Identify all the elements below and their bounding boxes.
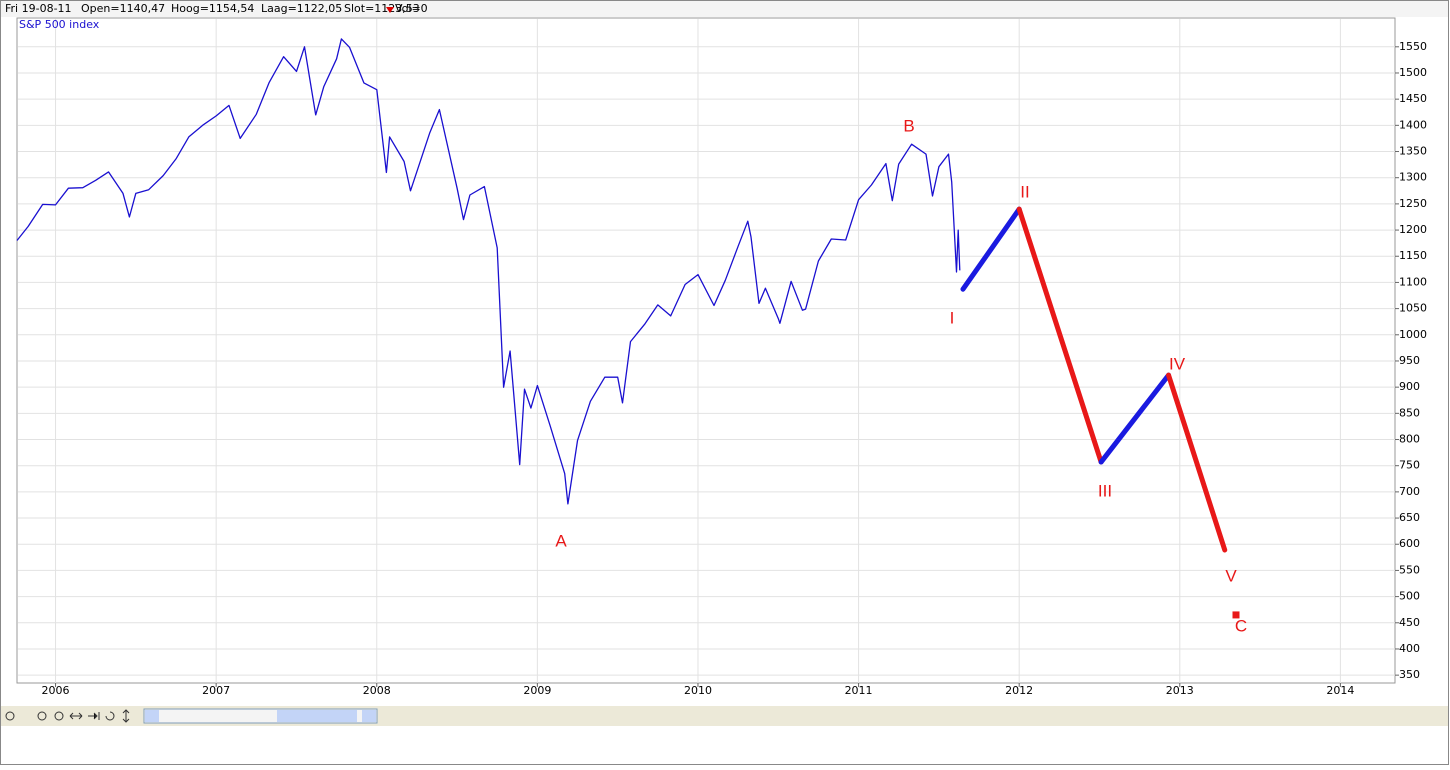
y-tick-label: 1200 — [1399, 223, 1427, 236]
grid: 350 400 450 500 550 600 650 700 750 800 850 900 950 1… — [18, 19, 1427, 697]
zoom-out-icon[interactable] — [54, 711, 64, 721]
legend-label: S&P 500 index — [19, 18, 100, 31]
y-tick-label: 550 — [1399, 563, 1420, 576]
header-high: Hoog=1154,54 — [171, 2, 254, 15]
y-tick-label: 1450 — [1399, 92, 1427, 105]
y-tick-label: 1050 — [1399, 302, 1427, 315]
toolbar-icons[interactable] — [5, 708, 378, 724]
y-tick-label: 850 — [1399, 406, 1420, 419]
x-tick-label: 2009 — [523, 684, 551, 697]
y-tick-label: 1300 — [1399, 171, 1427, 184]
wave-label: III — [1098, 481, 1112, 500]
projection-segment — [1166, 372, 1228, 553]
vscale-icon[interactable] — [122, 709, 130, 723]
y-tick-label: 1150 — [1399, 249, 1427, 262]
reset-icon[interactable] — [105, 711, 115, 721]
wave-label: IV — [1169, 354, 1186, 373]
y-tick-label: 1250 — [1399, 197, 1427, 210]
x-tick-label: 2010 — [684, 684, 712, 697]
projection-segment — [960, 206, 1022, 292]
header-bar — [1, 1, 1448, 17]
scroll-left[interactable] — [145, 710, 159, 722]
y-tick-label: 1500 — [1399, 66, 1427, 79]
y-tick-label: 1400 — [1399, 118, 1427, 131]
projection-segment — [1098, 372, 1172, 465]
y-tick-label: 950 — [1399, 354, 1420, 367]
header-close: Slot=1123,53 — [344, 2, 420, 15]
y-tick-label: 400 — [1399, 642, 1420, 655]
x-tick-label: 2013 — [1166, 684, 1194, 697]
price-line — [16, 38, 961, 505]
header-volume: Vol=0 — [395, 2, 428, 15]
y-tick-label: 700 — [1399, 485, 1420, 498]
x-tick-label: 2006 — [42, 684, 70, 697]
y-tick-label: 600 — [1399, 537, 1420, 550]
header-date: Fri 19-08-11 — [5, 2, 72, 15]
y-tick-label: 500 — [1399, 590, 1420, 603]
y-tick-label: 1000 — [1399, 328, 1427, 341]
y-tick-label: 1350 — [1399, 145, 1427, 158]
scroll-thumb[interactable] — [277, 710, 357, 722]
wave-label: II — [1020, 182, 1029, 201]
wave-label: B — [903, 116, 914, 135]
plot-area — [16, 17, 1396, 684]
y-tick-label: 1100 — [1399, 275, 1427, 288]
x-tick-label: 2014 — [1326, 684, 1354, 697]
x-tick-label: 2011 — [845, 684, 873, 697]
zoom-icon[interactable] — [5, 711, 15, 721]
y-tick-label: 350 — [1399, 668, 1420, 681]
y-tick-label: 750 — [1399, 459, 1420, 472]
wave-label: I — [950, 308, 955, 327]
projection-segment — [1016, 206, 1104, 465]
y-tick-label: 800 — [1399, 433, 1420, 446]
pan-icon[interactable] — [69, 712, 83, 720]
y-tick-label: 900 — [1399, 380, 1420, 393]
scroll-right[interactable] — [362, 710, 376, 722]
x-tick-label: 2007 — [202, 684, 230, 697]
header-low: Laag=1122,05 — [261, 2, 342, 15]
wave-label: V — [1225, 566, 1237, 585]
x-tick-label: 2012 — [1005, 684, 1033, 697]
y-tick-label: 650 — [1399, 511, 1420, 524]
wave-label: A — [555, 531, 567, 550]
x-tick-label: 2008 — [363, 684, 391, 697]
down-arrow-icon — [386, 7, 394, 13]
end-icon[interactable] — [88, 712, 100, 720]
y-tick-label: 450 — [1399, 616, 1420, 629]
target-marker — [1232, 611, 1240, 619]
zoom-in-icon[interactable] — [37, 711, 47, 721]
wave-label: C — [1235, 616, 1247, 635]
y-tick-label: 1550 — [1399, 40, 1427, 53]
header-open: Open=1140,47 — [81, 2, 165, 15]
